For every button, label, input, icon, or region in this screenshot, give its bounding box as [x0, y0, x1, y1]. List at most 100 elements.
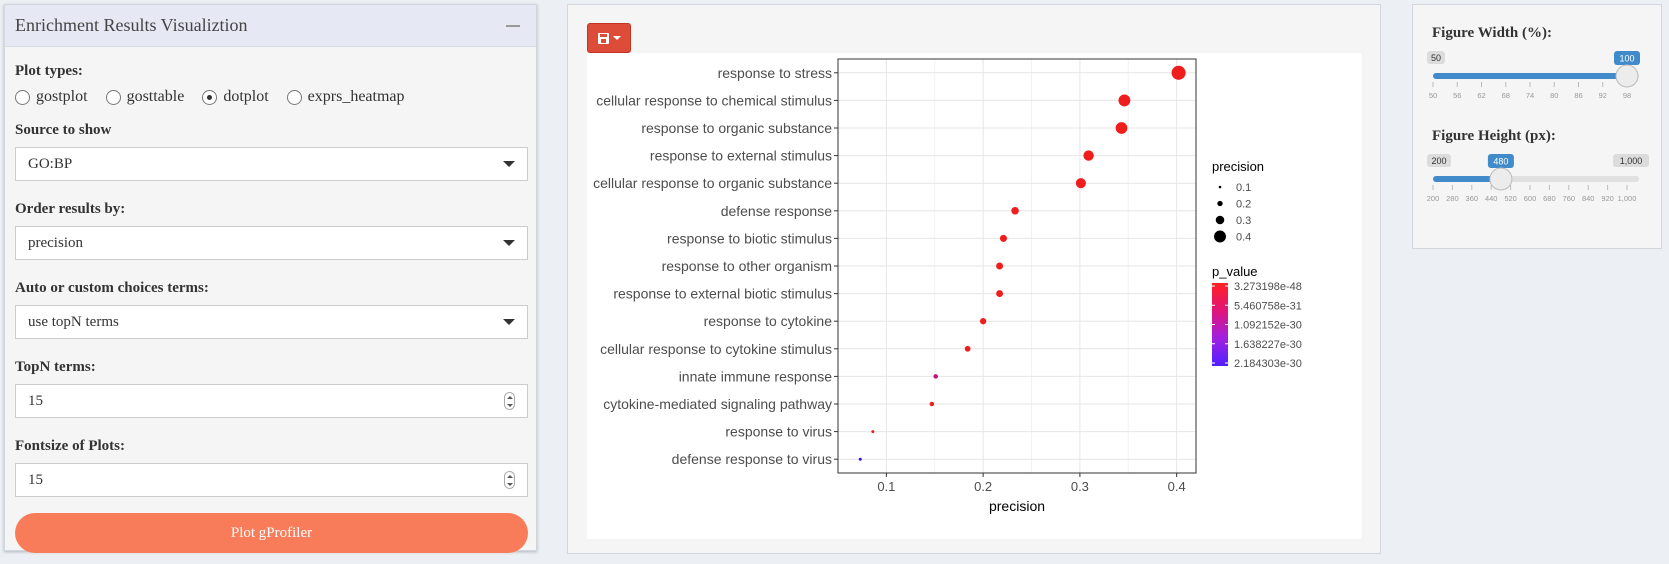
height-slider-tick-label: 760	[1563, 194, 1576, 203]
collapse-icon[interactable]	[506, 24, 520, 27]
caret-down-icon	[612, 36, 621, 40]
y-tick-label: response to external biotic stimulus	[613, 286, 832, 302]
source-value: GO:BP	[28, 155, 73, 172]
chevron-down-icon	[503, 319, 515, 325]
data-point	[979, 318, 987, 325]
size-legend-key	[1215, 215, 1225, 225]
height-slider-label: Figure Height (px):	[1432, 128, 1556, 144]
y-tick-label: response to external stimulus	[650, 148, 832, 164]
terms-mode-value: use topN terms	[28, 313, 119, 330]
stepper-icon[interactable]	[504, 471, 515, 489]
width-slider-tick-label: 50	[1429, 91, 1437, 100]
size-legend-title: precision	[1212, 159, 1264, 174]
order-select[interactable]: precision	[15, 226, 528, 260]
radio-gostplot[interactable]: gostplot	[15, 88, 88, 106]
data-point	[1083, 150, 1094, 161]
width-slider-tick-label: 56	[1453, 91, 1461, 100]
y-tick-label: innate immune response	[679, 368, 833, 384]
data-point	[1115, 122, 1128, 134]
y-tick-label: response to other organism	[662, 258, 832, 274]
width-slider-tick-label: 80	[1550, 91, 1558, 100]
color-legend-label: 2.184303e-30	[1234, 358, 1302, 370]
fontsize-label: Fontsize of Plots:	[15, 438, 125, 454]
order-value: precision	[28, 234, 83, 251]
width-slider[interactable]: 50 100 50 56 62 68 74 80 86 92 98	[1427, 47, 1652, 112]
y-tick-label: cellular response to organic substance	[593, 175, 832, 191]
radio-exprs-heatmap[interactable]: exprs_heatmap	[286, 88, 405, 106]
width-slider-tick-label: 62	[1477, 91, 1485, 100]
figure-size-panel: Figure Width (%): 50 100 50 56 62 68 74 80 86 92 9…	[1412, 4, 1662, 249]
y-tick-label: cytokine-mediated signaling pathway	[603, 396, 832, 412]
fontsize-input[interactable]: 15	[15, 463, 528, 497]
radio-gosttable[interactable]: gosttable	[105, 88, 184, 106]
height-slider-min-label: 200	[1431, 156, 1446, 166]
width-slider-handle	[1615, 64, 1639, 88]
height-slider-tick-label: 280	[1446, 194, 1459, 203]
radio-label: dotplot	[223, 88, 269, 105]
color-legend-title: p_value	[1212, 264, 1258, 279]
data-point	[964, 345, 971, 352]
radio-button[interactable]	[286, 89, 302, 105]
height-slider-tick-label: 1,000	[1618, 194, 1637, 203]
data-point	[933, 374, 939, 379]
width-slider-fill	[1433, 73, 1627, 79]
plot-settings-panel: Enrichment Results Visualiztion Plot typ…	[4, 4, 537, 553]
radio-button[interactable]	[15, 89, 30, 105]
width-slider-label: Figure Width (%):	[1432, 25, 1553, 41]
x-tick-label: 0.1	[877, 479, 895, 494]
chevron-down-icon	[503, 240, 515, 246]
topn-value: 15	[28, 392, 43, 409]
y-tick-label: response to stress	[718, 65, 832, 81]
height-slider-tick-label: 600	[1524, 194, 1537, 203]
width-slider-value-badge	[1614, 51, 1640, 65]
radio-button[interactable]	[202, 89, 218, 105]
source-select[interactable]: GO:BP	[15, 147, 528, 181]
height-slider-tick-label: 680	[1543, 194, 1556, 203]
color-legend-label: 5.460758e-31	[1234, 300, 1302, 312]
data-point	[996, 262, 1004, 270]
chevron-down-icon	[503, 161, 515, 167]
size-legend-label: 0.2	[1236, 199, 1251, 211]
data-point	[929, 401, 935, 407]
size-legend-key	[1217, 200, 1223, 207]
radio-dotplot[interactable]: dotplot	[202, 88, 269, 106]
width-slider-tick-label: 74	[1526, 91, 1534, 100]
width-slider-tick-label: 92	[1599, 91, 1607, 100]
topn-input[interactable]: 15	[15, 384, 528, 418]
data-point	[996, 290, 1004, 298]
width-slider-tick-label: 98	[1623, 91, 1631, 100]
plot-types-label: Plot types:	[15, 63, 83, 79]
size-legend-label: 0.4	[1236, 232, 1251, 244]
dotplot-svg: response to stress cellular response to c…	[593, 58, 1302, 514]
width-slider-min-label: 50	[1431, 53, 1441, 63]
height-slider-handle	[1489, 167, 1513, 191]
width-slider-tick-label: 68	[1502, 91, 1510, 100]
y-tick-label: response to virus	[725, 424, 832, 440]
data-point	[1118, 94, 1131, 107]
x-axis-title: precision	[989, 498, 1045, 514]
size-legend-label: 0.1	[1236, 182, 1251, 194]
terms-mode-label: Auto or custom choices terms:	[15, 280, 209, 296]
save-dropdown-button[interactable]	[587, 23, 631, 53]
y-tick-label: response to cytokine	[704, 313, 833, 329]
terms-mode-select[interactable]: use topN terms	[15, 305, 528, 339]
height-slider[interactable]: 200 1,000 480 200 280 360 440 520 600 680 760 840 92…	[1427, 150, 1652, 215]
source-label: Source to show	[15, 122, 112, 138]
plot-types-radio-group: gostplot gosttable dotplot exprs_heatmap	[15, 88, 526, 106]
fontsize-value: 15	[28, 471, 43, 488]
color-legend-label: 3.273198e-48	[1234, 281, 1302, 293]
color-legend-label: 1.638227e-30	[1234, 339, 1302, 351]
stepper-icon[interactable]	[504, 392, 515, 410]
panel-header: Enrichment Results Visualiztion	[5, 5, 536, 47]
y-tick-label: response to organic substance	[641, 120, 832, 136]
order-label: Order results by:	[15, 201, 126, 217]
plot-gprofiler-button[interactable]: Plot gProfiler	[15, 513, 528, 553]
width-slider-value-label: 100	[1619, 54, 1634, 64]
color-legend-label: 1.092152e-30	[1234, 320, 1302, 332]
radio-button[interactable]	[105, 89, 121, 105]
height-slider-max-badge	[1613, 154, 1649, 167]
height-slider-tick-label: 360	[1466, 194, 1479, 203]
size-legend-key	[1214, 230, 1226, 243]
data-point	[871, 430, 875, 434]
color-legend-bar	[1212, 283, 1228, 366]
